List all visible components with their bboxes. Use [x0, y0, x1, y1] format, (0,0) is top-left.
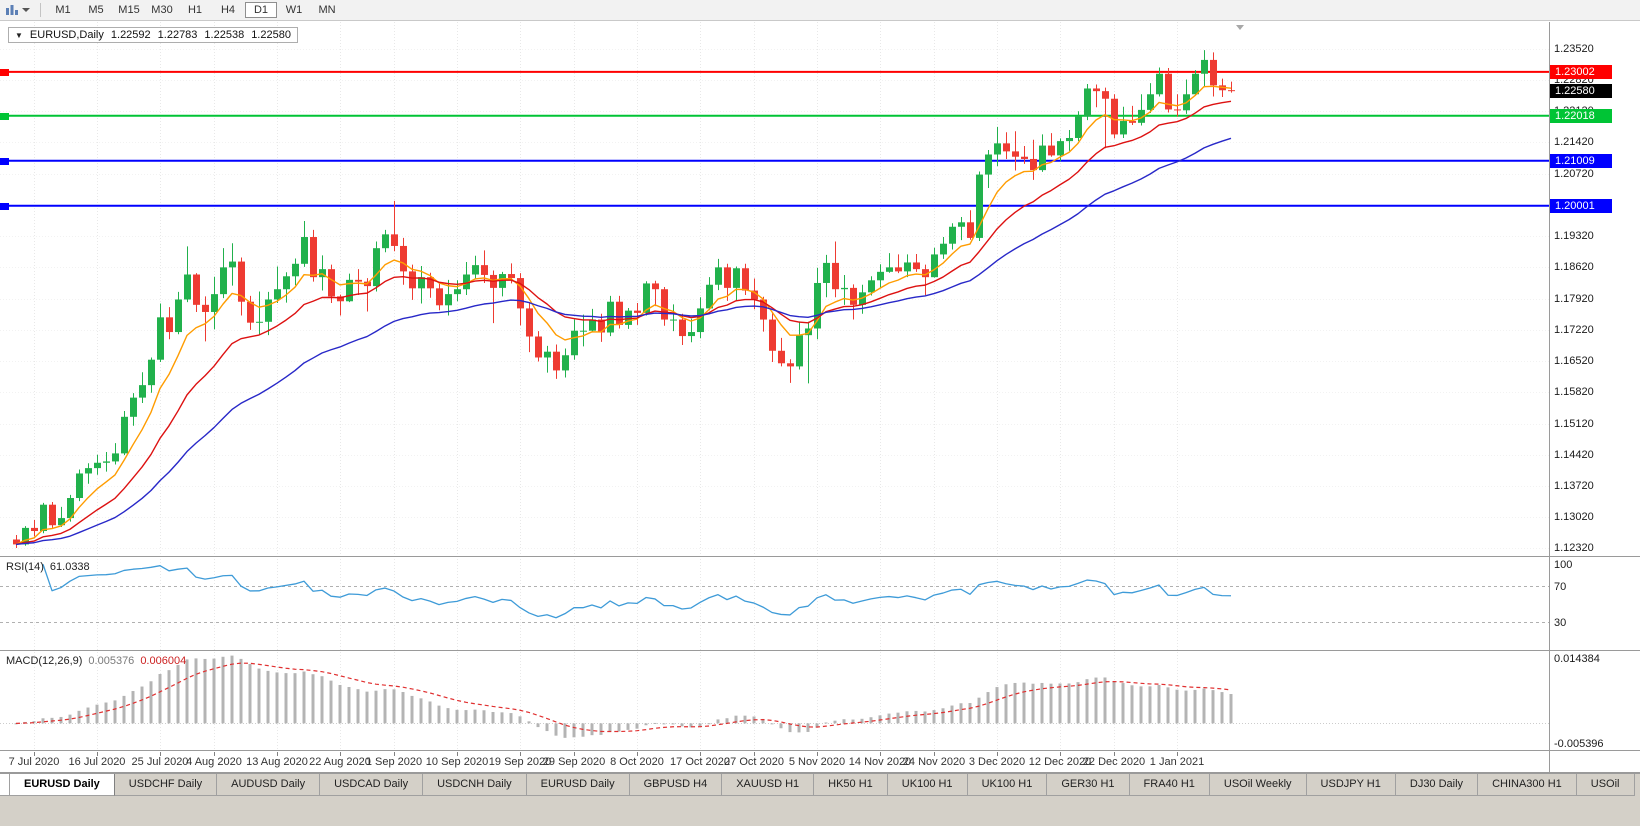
toolbar-separator [40, 3, 41, 17]
date-axis-border [0, 772, 1640, 773]
chart-tab[interactable]: CHINA300 H1 [1478, 774, 1577, 796]
chart-tabs-bar: EURUSD Daily USDCHF Daily AUDUSD Daily USDC… [0, 773, 1640, 826]
price-axis-label: 1.12320 [1554, 542, 1594, 555]
price-axis-label: 1.14420 [1554, 448, 1594, 461]
price-axis-label: 1.13720 [1554, 479, 1594, 492]
chart-tab[interactable]: USOil [1576, 774, 1635, 796]
pane-separator[interactable] [0, 650, 1640, 651]
timeframe-button-m15[interactable]: M15 [118, 4, 140, 16]
date-label: 3 Dec 2020 [968, 756, 1026, 768]
price-axis-label: 1.18620 [1554, 261, 1594, 274]
date-label: 13 Aug 2020 [246, 756, 308, 768]
chart-tab[interactable]: USDJPY H1 [1306, 774, 1396, 796]
ohlc-high: 1.22783 [157, 29, 198, 41]
macd-axis-label: -0.005396 [1554, 738, 1604, 750]
ohlc-low: 1.22538 [204, 29, 245, 41]
chart-tab[interactable]: XAUUSD H1 [722, 774, 815, 796]
chart-tab[interactable]: USDCAD Daily [320, 774, 424, 796]
timeframe-button-mn[interactable]: MN [318, 4, 336, 16]
chart-shift-marker-icon[interactable] [1236, 25, 1244, 30]
price-axis-label: 1.15120 [1554, 417, 1594, 430]
pane-separator[interactable] [0, 556, 1640, 557]
date-label: 29 Sep 2020 [542, 756, 606, 768]
timeframe-button-m1[interactable]: M1 [55, 4, 71, 16]
date-label: 22 Aug 2020 [309, 756, 371, 768]
current-price-tag: 1.22580 [1550, 83, 1612, 98]
price-axis-label: 1.19320 [1554, 230, 1594, 243]
price-axis-label: 1.16520 [1554, 355, 1594, 368]
timeframe-button-w1[interactable]: W1 [285, 4, 303, 16]
chart-tab[interactable]: AUDUSD Daily [217, 774, 321, 796]
price-axis-label: 1.17920 [1554, 292, 1594, 305]
rsi-indicator-label: RSI(14) 61.0338 [6, 561, 90, 573]
timeframe-button-h4[interactable]: H4 [220, 4, 236, 16]
date-label: 1 Jan 2021 [1149, 756, 1205, 768]
pane-separator [0, 750, 1640, 751]
hline-left-tag[interactable] [0, 112, 9, 120]
date-label: 14 Nov 2020 [848, 756, 912, 768]
collapse-arrow-icon[interactable]: ▼ [15, 30, 23, 40]
chart-tab[interactable]: USDCNH Daily [423, 774, 527, 796]
date-label: 12 Dec 2020 [1028, 756, 1092, 768]
price-axis-border [1549, 22, 1550, 772]
chart-tab[interactable]: DJ30 Daily [1395, 774, 1479, 796]
timeframe-button-h1[interactable]: H1 [187, 4, 203, 16]
date-label: 17 Oct 2020 [670, 756, 730, 768]
timeframe-button-m5[interactable]: M5 [88, 4, 104, 16]
chart-tab[interactable]: UK100 H1 [887, 774, 968, 796]
price-axis-label: 1.15820 [1554, 386, 1594, 399]
chart-tab[interactable]: UK100 H1 [967, 774, 1048, 796]
chevron-down-icon[interactable] [22, 8, 30, 12]
chart-tab[interactable]: USOil Weekly [1209, 774, 1307, 796]
price-axis-label: 1.20720 [1554, 167, 1594, 180]
tabs-left-stub [0, 774, 10, 796]
chart-tab[interactable]: GBPUSD H4 [629, 774, 723, 796]
hline-price-tag[interactable]: 1.23002 [1550, 64, 1612, 79]
chart-tab[interactable]: HK50 H1 [814, 774, 888, 796]
timeframe-buttons-group: M1 M5 M15 M30 H1 H4 D1 W1 MN [47, 2, 343, 18]
chart-tab[interactable]: USDCHF Daily [114, 774, 218, 796]
hline-left-tag[interactable] [0, 157, 9, 165]
chart-tab[interactable]: EURUSD Daily [10, 774, 115, 796]
timeframe-toolbar: M1 M5 M15 M30 H1 H4 D1 W1 MN [0, 0, 1640, 21]
price-axis-label: 1.23520 [1554, 42, 1594, 55]
price-axis-label: 1.13020 [1554, 511, 1594, 524]
rsi-axis-label: 70 [1554, 580, 1567, 593]
macd-indicator-label: MACD(12,26,9) 0.005376 0.006004 [6, 655, 187, 667]
timeframe-button-d1[interactable]: D1 [245, 2, 277, 18]
date-label: 24 Nov 2020 [902, 756, 966, 768]
date-label: 10 Sep 2020 [425, 756, 489, 768]
symbol-label: EURUSD,Daily [29, 29, 104, 41]
hline-left-tag[interactable] [0, 202, 9, 210]
hline-price-tag[interactable]: 1.20001 [1550, 198, 1612, 213]
macd-axis-label: 0.014384 [1554, 653, 1600, 665]
ohlc-open: 1.22592 [110, 29, 151, 41]
chart-tab[interactable]: EURUSD Daily [526, 774, 630, 796]
ohlc-close: 1.22580 [251, 29, 291, 41]
date-label: 19 Sep 2020 [488, 756, 552, 768]
hline-price-tag[interactable]: 1.21009 [1550, 153, 1612, 168]
price-axis-label: 1.21420 [1554, 136, 1594, 149]
rsi-axis-label: 100 [1554, 559, 1573, 571]
chart-tab[interactable]: GER30 H1 [1047, 774, 1130, 796]
date-label: 22 Dec 2020 [1082, 756, 1146, 768]
date-label: 5 Nov 2020 [788, 756, 846, 768]
rsi-axis-label: 30 [1554, 617, 1567, 630]
hline-price-tag[interactable]: 1.22018 [1550, 108, 1612, 123]
date-label: 16 Jul 2020 [68, 756, 126, 768]
price-chart-canvas[interactable] [0, 0, 1549, 772]
timeframe-button-m30[interactable]: M30 [151, 4, 173, 16]
date-label: 4 Aug 2020 [186, 756, 242, 768]
chart-tab[interactable]: FRA40 H1 [1129, 774, 1210, 796]
price-axis-label: 1.17220 [1554, 323, 1594, 336]
date-label: 1 Sep 2020 [365, 756, 423, 768]
date-label: 25 Jul 2020 [131, 756, 189, 768]
date-label: 7 Jul 2020 [8, 756, 60, 768]
date-label: 27 Oct 2020 [724, 756, 784, 768]
date-label: 8 Oct 2020 [610, 756, 664, 768]
chart-type-icon[interactable] [5, 4, 19, 16]
chart-ohlc-info: ▼ EURUSD,Daily 1.22592 1.22783 1.22538 1… [8, 27, 298, 43]
hline-left-tag[interactable] [0, 68, 9, 76]
